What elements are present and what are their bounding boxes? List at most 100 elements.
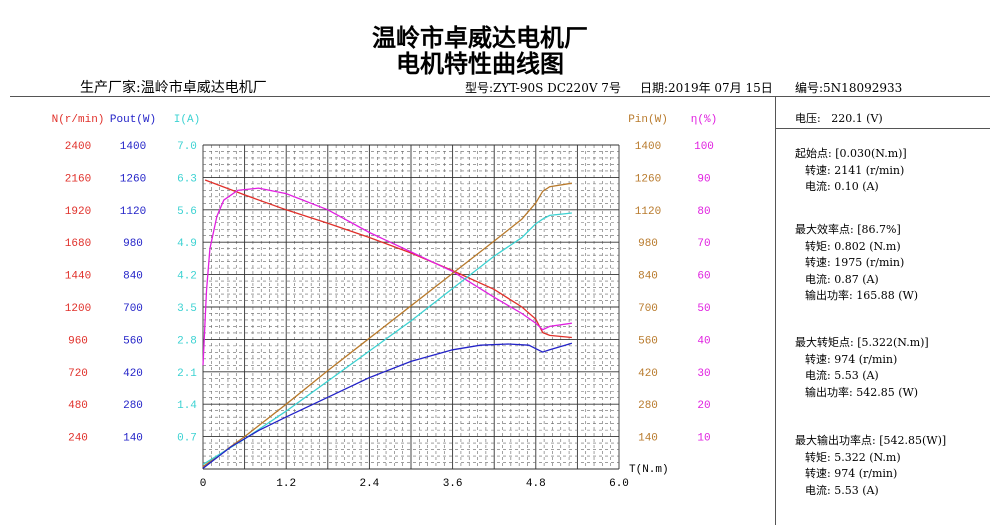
y-tick-label: 1400: [120, 141, 146, 153]
y-tick-label: 420: [638, 368, 658, 380]
section-line: 电流: 0.10 (A): [805, 180, 879, 193]
y-tick-label: 420: [123, 368, 143, 380]
y-tick-label: 1260: [635, 173, 661, 185]
y-tick-label: 140: [638, 433, 658, 445]
x-tick-label: 1.2: [276, 478, 296, 490]
axis-label-n: N(r/min): [52, 114, 105, 126]
panel-section-max-torque: 最大转矩点: [5.322(N.m)] 转速: 974 (r/min) 电流: 5.…: [795, 335, 929, 401]
y-tick-label: 140: [123, 433, 143, 445]
section-line: 转速: 974 (r/min): [805, 467, 898, 480]
y-tick-label: 0.7: [177, 433, 197, 445]
y-tick-label: 840: [638, 271, 658, 283]
y-tick-label: 240: [68, 433, 88, 445]
section-line: 转速: 974 (r/min): [805, 352, 898, 366]
y-tick-label: 1.4: [177, 400, 197, 412]
section-line: 电流: 5.53 (A): [805, 369, 879, 382]
series-line-eta: [202, 187, 572, 366]
y-tick-label: 280: [123, 400, 143, 412]
x-tick-label: 3.6: [443, 478, 463, 490]
y-tick-label: 3.5: [177, 303, 197, 315]
y-tick-label: 1920: [65, 206, 91, 218]
y-tick-label: 4.2: [177, 271, 197, 283]
y-tick-label: 1200: [65, 303, 91, 315]
y-tick-label: 2.8: [177, 335, 197, 347]
x-axis-label: T(N.m): [629, 464, 669, 476]
y-tick-label: 30: [697, 368, 710, 380]
y-tick-label: 980: [638, 238, 658, 250]
panel-section-max-eff: 最大效率点: [86.7%] 转矩: 0.802 (N.m) 转速: 1975 (r…: [795, 222, 918, 305]
axis-label-i: I(A): [174, 114, 200, 126]
y-tick-label: 1680: [65, 238, 91, 250]
y-tick-label: 1120: [120, 206, 146, 218]
y-tick-label: 5.6: [177, 206, 197, 218]
x-tick-label: 0: [200, 478, 207, 490]
manufacturer: 生产厂家:温岭市卓威达电机厂: [80, 80, 267, 96]
y-tick-label: 480: [68, 400, 88, 412]
axis-label-pout: Pout(W): [110, 114, 156, 126]
y-tick-label: 980: [123, 238, 143, 250]
panel-section-max-power: 最大输出功率点: [542.85(W)] 转矩: 5.322 (N.m) 转速: 9…: [795, 433, 946, 499]
y-tick-label: 2400: [65, 141, 91, 153]
y-tick-label: 40: [697, 335, 710, 347]
y-tick-label: 2.1: [177, 368, 197, 380]
series-line-n: [204, 179, 572, 339]
y-tick-label: 560: [638, 335, 658, 347]
y-tick-label: 50: [697, 303, 710, 315]
section-line: 输出功率: 542.85 (W): [805, 385, 919, 399]
y-tick-label: 720: [68, 368, 88, 380]
section-title: 最大转矩点: [5.322(N.m)]: [795, 336, 929, 349]
panel-section-start: 起始点: [0.030(N.m)] 转速: 2141 (r/min) 电流: 0.1…: [795, 146, 907, 196]
series-line-pin: [202, 182, 573, 468]
y-tick-label: 80: [697, 206, 710, 218]
y-tick-label: 700: [123, 303, 143, 315]
y-tick-label: 1440: [65, 271, 91, 283]
y-tick-label: 700: [638, 303, 658, 315]
y-tick-label: 90: [697, 173, 710, 185]
y-tick-label: 280: [638, 400, 658, 412]
axis-label-eta: η(%): [691, 114, 717, 126]
section-line: 转矩: 0.802 (N.m): [805, 239, 901, 253]
x-tick-label: 2.4: [359, 478, 379, 490]
x-tick-label: 4.8: [526, 478, 546, 490]
y-tick-label: 6.3: [177, 173, 197, 185]
model: 型号:ZYT-90S DC220V 7号: [465, 81, 621, 95]
results-panel: 电压: 220.1 (V) 起始点: [0.030(N.m)] 转速: 2141 …: [795, 110, 985, 497]
y-tick-label: 60: [697, 271, 710, 283]
y-tick-label: 4.9: [177, 238, 197, 250]
section-line: 电流: 0.87 (A): [805, 272, 879, 286]
section-title: 起始点: [0.030(N.m)]: [795, 147, 907, 160]
y-tick-label: 2160: [65, 173, 91, 185]
voltage: 电压: 220.1 (V): [795, 112, 883, 125]
voltage-divider: [775, 128, 990, 129]
y-tick-label: 100: [694, 141, 714, 153]
y-tick-label: 840: [123, 271, 143, 283]
section-line: 转速: 2141 (r/min): [805, 163, 905, 177]
header-divider: [10, 96, 990, 97]
panel-divider: [775, 96, 776, 525]
section-line: 输出功率: 165.88 (W): [805, 289, 919, 302]
y-tick-label: 1400: [635, 141, 661, 153]
y-tick-label: 560: [123, 335, 143, 347]
axis-label-pin: Pin(W): [628, 114, 668, 126]
y-tick-label: 10: [697, 433, 710, 445]
company-title: 温岭市卓威达电机厂: [372, 23, 588, 52]
y-tick-label: 1120: [635, 206, 661, 218]
y-tick-label: 7.0: [177, 141, 197, 153]
series-line-pout: [202, 342, 573, 469]
y-tick-label: 20: [697, 400, 710, 412]
section-title: 最大效率点: [86.7%]: [795, 223, 901, 236]
date: 日期:2019年 07月 15日: [640, 81, 773, 95]
serial: 编号:5N18092933: [795, 81, 903, 95]
y-tick-label: 960: [68, 335, 88, 347]
section-line: 转速: 1975 (r/min): [805, 256, 905, 269]
section-title: 最大输出功率点: [542.85(W)]: [795, 434, 947, 447]
chart-title: 电机特性曲线图: [396, 49, 564, 78]
y-tick-label: 70: [697, 238, 710, 250]
series-line-i: [202, 212, 572, 465]
y-tick-label: 1260: [120, 173, 146, 185]
section-line: 电流: 5.53 (A): [805, 483, 879, 497]
x-tick-label: 6.0: [609, 478, 629, 490]
section-line: 转矩: 5.322 (N.m): [805, 450, 901, 464]
